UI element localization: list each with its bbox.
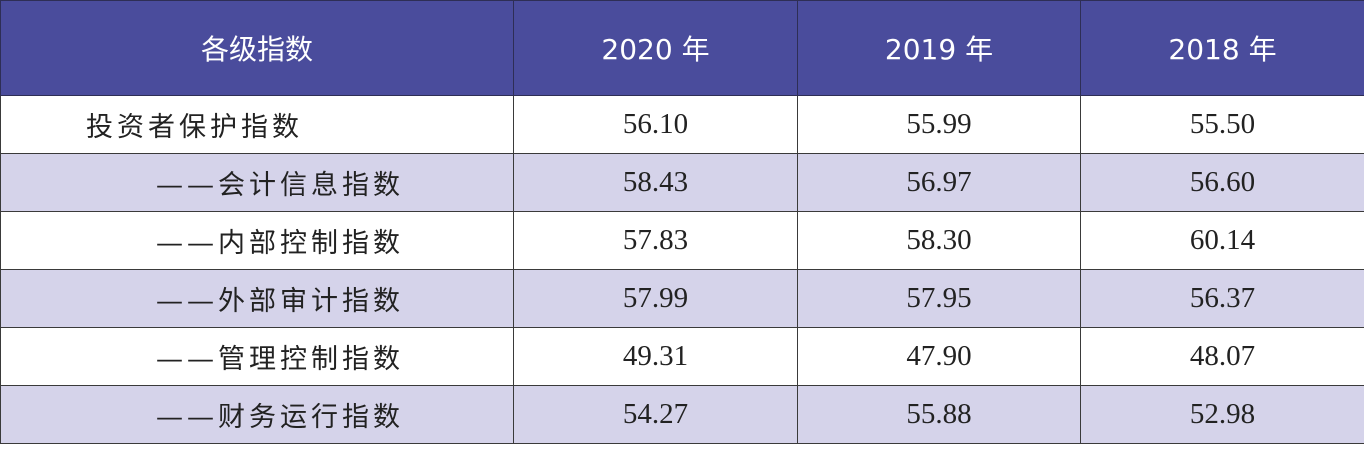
- value-cell: 52.98: [1080, 385, 1364, 444]
- table-row: ——财务运行指数 54.27 55.88 52.98: [0, 385, 1364, 444]
- value-cell: 48.07: [1080, 327, 1364, 386]
- table-row: ——会计信息指数 58.43 56.97 56.60: [0, 153, 1364, 212]
- value-cell: 58.43: [513, 153, 798, 212]
- value-cell: 47.90: [797, 327, 1081, 386]
- value-cell: 55.88: [797, 385, 1081, 444]
- header-cell: 各级指数: [0, 0, 514, 96]
- index-name: ——财务运行指数: [0, 385, 514, 444]
- value-cell: 57.95: [797, 269, 1081, 328]
- value-cell: 58.30: [797, 211, 1081, 270]
- table-body: 投资者保护指数 56.10 55.99 55.50 ——会计信息指数 58.43 56.97…: [0, 95, 1364, 444]
- index-name: 投资者保护指数: [0, 95, 514, 154]
- index-name: ——管理控制指数: [0, 327, 514, 386]
- value-cell: 54.27: [513, 385, 798, 444]
- index-name: ——外部审计指数: [0, 269, 514, 328]
- table-row: 投资者保护指数 56.10 55.99 55.50: [0, 95, 1364, 154]
- value-cell: 60.14: [1080, 211, 1364, 270]
- index-name: ——会计信息指数: [0, 153, 514, 212]
- value-cell: 57.99: [513, 269, 798, 328]
- value-cell: 55.50: [1080, 95, 1364, 154]
- value-cell: 57.83: [513, 211, 798, 270]
- index-name: ——内部控制指数: [0, 211, 514, 270]
- header-cell: 2018 年: [1080, 0, 1364, 96]
- header-cell: 2019 年: [797, 0, 1081, 96]
- table-row: ——管理控制指数 49.31 47.90 48.07: [0, 327, 1364, 386]
- value-cell: 55.99: [797, 95, 1081, 154]
- header-cell: 2020 年: [513, 0, 798, 96]
- value-cell: 56.60: [1080, 153, 1364, 212]
- table-row: ——外部审计指数 57.99 57.95 56.37: [0, 269, 1364, 328]
- table-row: ——内部控制指数 57.83 58.30 60.14: [0, 211, 1364, 270]
- value-cell: 56.10: [513, 95, 798, 154]
- header-row: 各级指数 2020 年 2019 年 2018 年: [0, 0, 1364, 96]
- value-cell: 56.97: [797, 153, 1081, 212]
- value-cell: 56.37: [1080, 269, 1364, 328]
- value-cell: 49.31: [513, 327, 798, 386]
